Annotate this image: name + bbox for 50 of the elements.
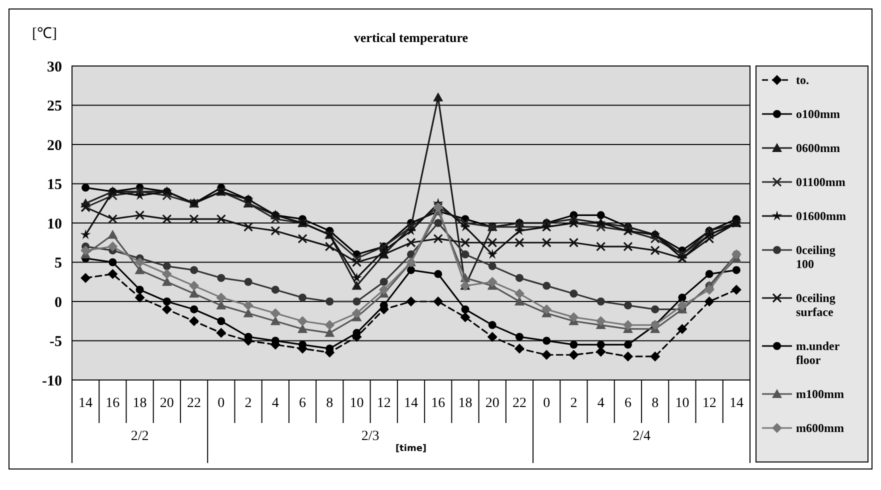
y-tick-label: 30 xyxy=(47,59,62,76)
x-tick-label: 20 xyxy=(160,396,174,411)
legend-label: 0600mm xyxy=(796,141,840,156)
x-tick-label: 16 xyxy=(106,396,120,411)
text: 2/4 xyxy=(632,429,650,444)
legend-label: 01100mm xyxy=(796,175,846,190)
y-axis-title: [℃] xyxy=(32,26,57,42)
x-tick-label: 2 xyxy=(244,396,252,411)
x-tick-label: 12 xyxy=(702,396,716,411)
y-tick-label: 10 xyxy=(47,216,62,232)
text: 2/3 xyxy=(361,429,380,444)
text: 2/2 xyxy=(130,429,149,444)
y-tick-label: -5 xyxy=(50,334,62,350)
x-tick-label: 18 xyxy=(132,396,147,411)
x-tick-label: 2 xyxy=(570,396,578,411)
x-tick-label: 0 xyxy=(543,396,550,411)
x-tick-label: 14 xyxy=(78,396,93,411)
x-tick-label: 16 xyxy=(431,396,446,411)
legend-label: m.under floor xyxy=(796,339,840,368)
x-tick-label: 22 xyxy=(187,396,202,411)
x-tick-label: 8 xyxy=(326,396,334,411)
x-tick-label: 20 xyxy=(485,396,500,411)
chart-title: vertical temperature xyxy=(354,30,468,45)
y-tick-label: 20 xyxy=(47,138,62,154)
x-tick-label: 6 xyxy=(624,396,632,411)
y-tick-label: 15 xyxy=(47,177,62,193)
legend-label: 0ceiling 100 xyxy=(796,243,836,272)
legend-label: 0ceiling surface xyxy=(796,291,836,320)
legend-label: o100mm xyxy=(796,107,840,122)
x-tick-label: 22 xyxy=(512,396,526,411)
y-tick-label: 5 xyxy=(54,256,62,272)
x-tick-label: 10 xyxy=(350,396,364,411)
legend-label: m600mm xyxy=(796,421,844,436)
legend-label: m100mm xyxy=(796,387,844,402)
x-tick-label: 8 xyxy=(652,396,659,411)
y-tick-label: 25 xyxy=(47,98,62,114)
x-tick-label: 0 xyxy=(218,396,225,411)
legend-label: 01600mm xyxy=(796,209,846,224)
x-tick-label: 10 xyxy=(675,396,690,411)
x-tick-label: 14 xyxy=(729,396,744,411)
y-tick-label: -10 xyxy=(42,373,62,390)
x-tick-label: 6 xyxy=(299,396,306,411)
x-tick-label: 14 xyxy=(404,396,418,411)
x-tick-label: 4 xyxy=(597,396,604,411)
x-tick-label: 12 xyxy=(376,396,391,411)
x-tick-label: 18 xyxy=(458,396,472,411)
y-tick-label: 0 xyxy=(54,294,62,311)
x-axis-title: [time] xyxy=(395,444,427,454)
x-tick-label: 4 xyxy=(272,396,279,411)
legend-label: to. xyxy=(796,73,809,88)
